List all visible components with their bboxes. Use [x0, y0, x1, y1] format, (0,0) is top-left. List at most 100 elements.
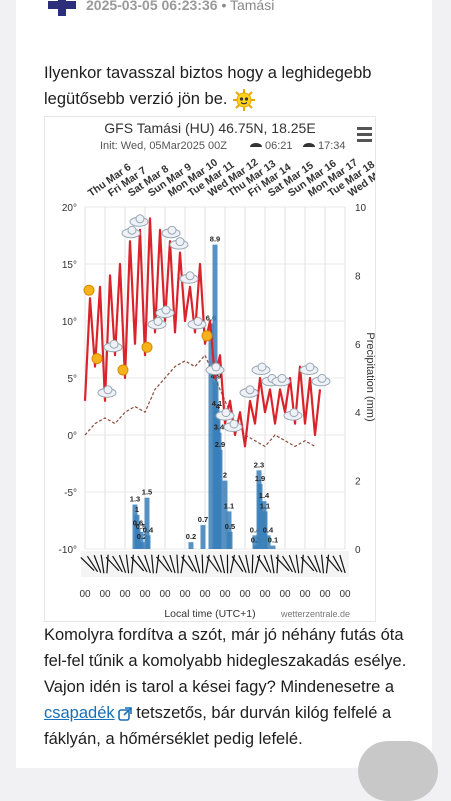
sun-icon: [201, 330, 213, 342]
sun-icon: [83, 284, 95, 296]
external-link-icon[interactable]: [117, 706, 132, 721]
precip-bar: [262, 511, 268, 549]
precip-bar: [222, 480, 228, 549]
wind-barb: [231, 556, 244, 572]
temp-tick-label: 10°: [62, 317, 77, 328]
floating-action-button[interactable]: [358, 741, 438, 801]
cloud-icon: [223, 419, 243, 432]
post-meta: 2025-03-05 06:23:36 • Tamási: [48, 0, 274, 16]
wind-barb: [307, 555, 318, 573]
cloud-icon: [169, 237, 189, 250]
post-meta-text: 2025-03-05 06:23:36 • Tamási: [86, 0, 274, 13]
dewpoint-line: [84, 354, 316, 448]
precip-bar-label: 3.4: [214, 423, 225, 432]
cloud-icon: [129, 214, 149, 227]
cloud-icon: [215, 408, 235, 421]
wind-barb: [155, 556, 170, 572]
wind-barb: [270, 554, 275, 574]
temp-tick-label: 15°: [62, 260, 77, 271]
precip-bar: [217, 449, 223, 549]
wind-barb: [288, 555, 297, 573]
cloud-icon: [283, 408, 303, 421]
precip-bar-label: 0.7: [198, 515, 208, 524]
cloud-icon: [311, 373, 331, 387]
wind-barb: [180, 554, 185, 574]
precipitation-link[interactable]: csapadék: [44, 704, 115, 722]
precip-bar-label: 2.9: [215, 440, 225, 449]
temp-tick-label: 0°: [67, 431, 77, 442]
hour-tick-label: 00: [159, 589, 171, 600]
wind-barb: [213, 555, 222, 573]
wind-barb: [100, 554, 105, 574]
sun-emoji-icon: [233, 88, 256, 111]
temp-tick-label: -5°: [64, 488, 77, 499]
wind-barb: [339, 554, 346, 574]
hour-tick-label: 00: [79, 589, 91, 600]
wind-barb: [300, 556, 315, 572]
post-author[interactable]: Tamási: [229, 0, 275, 13]
post-timestamp[interactable]: 2025-03-05 06:23:36: [86, 0, 218, 13]
cloud-icon: [187, 316, 207, 330]
hour-tick-label: 00: [179, 589, 191, 600]
wind-barb: [219, 554, 226, 574]
wind-barb: [112, 555, 123, 573]
wind-barb: [226, 554, 229, 574]
wind-barb: [282, 555, 293, 573]
precip-bar: [257, 484, 263, 549]
x-axis-label: Local time (UTC+1): [164, 608, 255, 620]
wind-barb: [137, 555, 148, 573]
hour-tick-label: 00: [259, 589, 271, 600]
precip-tick-label: 4: [355, 408, 361, 419]
precip-bar: [227, 531, 233, 549]
wind-barb: [151, 554, 154, 574]
avatar[interactable]: [48, 0, 76, 16]
paragraph-2-part2: tetszetős, bár durván kilóg felfelé a fá…: [44, 704, 392, 748]
precip-bar-label: 0.1: [251, 536, 261, 545]
wind-barb: [251, 554, 254, 574]
precip-bar-label: 1.3: [130, 495, 140, 504]
sun-icon: [91, 353, 103, 365]
hour-tick-label: 00: [199, 589, 211, 600]
wind-barb: [80, 557, 95, 571]
temperature-line: [83, 217, 322, 448]
y2-axis-label: Precipitation (mm): [364, 332, 375, 421]
precip-tick-label: 6: [355, 340, 361, 351]
precip-bar-label: 1: [135, 505, 139, 514]
meteogram-chart[interactable]: GFS Tamási (HU) 46.75N, 18.25E Init: Wed,…: [44, 116, 400, 622]
wind-barb: [205, 554, 210, 574]
precip-bar-label: 2.3: [254, 460, 264, 469]
wind-barb: [206, 556, 219, 572]
precip-bar: [265, 535, 271, 549]
wind-barb: [301, 554, 304, 574]
post-paragraph-1: Ilyenkor tavasszal biztos hogy a leghide…: [44, 60, 414, 112]
precip-bar-label: 0.5: [136, 522, 146, 531]
precip-bar: [135, 528, 141, 549]
wind-barb-strip: [81, 551, 349, 577]
precip-tick-label: 2: [355, 477, 361, 488]
wind-barb: [162, 555, 173, 573]
wind-barb: [187, 555, 198, 573]
cloud-icon: [121, 225, 141, 239]
paragraph-1-text: Ilyenkor tavasszal biztos hogy a leghide…: [44, 64, 372, 108]
wind-barb: [332, 555, 343, 573]
hamburger-menu-icon[interactable]: [357, 127, 372, 142]
wind-barb: [275, 556, 290, 572]
cloud-icon: [97, 385, 117, 398]
precip-bar-label: 6.6: [206, 313, 216, 322]
wind-barb: [125, 554, 130, 574]
cloud-icon: [239, 385, 259, 398]
temp-tick-label: 5°: [67, 374, 77, 385]
cloud-icon: [103, 339, 123, 353]
precip-tick-label: 0: [355, 545, 361, 556]
sunset-icon: [303, 143, 315, 147]
wind-barb: [245, 554, 250, 574]
precip-bar: [145, 535, 151, 549]
precip-bar-label: 0.2: [186, 532, 196, 541]
precipitation-link-label[interactable]: csapadék: [44, 704, 115, 722]
precip-bar: [252, 535, 258, 549]
precip-bar: [253, 545, 259, 549]
wind-barb: [169, 554, 176, 574]
hour-tick-label: 00: [219, 589, 231, 600]
precip-tick-label: 10: [355, 203, 367, 214]
wind-barb: [130, 556, 145, 572]
